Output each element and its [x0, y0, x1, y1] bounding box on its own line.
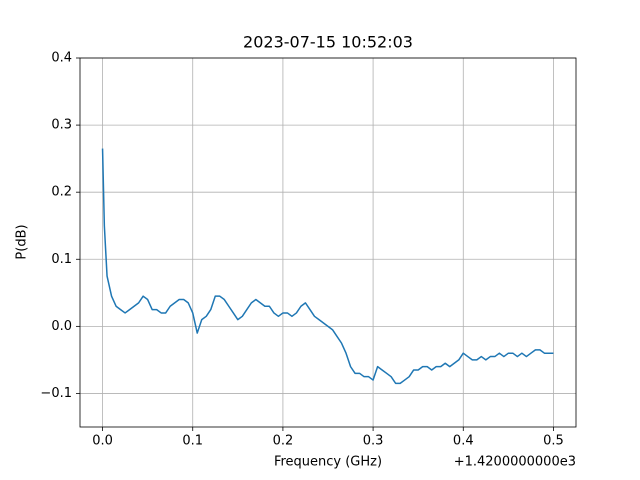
x-tick-label: 0.3 [363, 434, 384, 449]
y-tick-label: 0.3 [51, 118, 72, 133]
x-tick-label: 0.2 [273, 434, 294, 449]
x-tick-label: 0.1 [182, 434, 203, 449]
y-tick-label: 0.4 [51, 51, 72, 66]
x-tick-label: 0.5 [543, 434, 564, 449]
x-tick-label: 0.0 [92, 434, 113, 449]
data-line [101, 148, 554, 385]
y-tick-label: 0.2 [51, 185, 72, 200]
y-tick-label: 0.0 [51, 319, 72, 334]
y-tick-label: 0.1 [51, 252, 72, 267]
y-axis-label: P(dB) [15, 224, 30, 259]
y-tick-label: −0.1 [40, 386, 72, 401]
chart-title: 2023-07-15 10:52:03 [243, 33, 413, 52]
plot-frame [79, 57, 577, 428]
x-axis-label: Frequency (GHz) [274, 455, 382, 470]
x-tick-label: 0.4 [453, 434, 474, 449]
x-offset-label: +1.4200000000e3 [454, 455, 576, 470]
